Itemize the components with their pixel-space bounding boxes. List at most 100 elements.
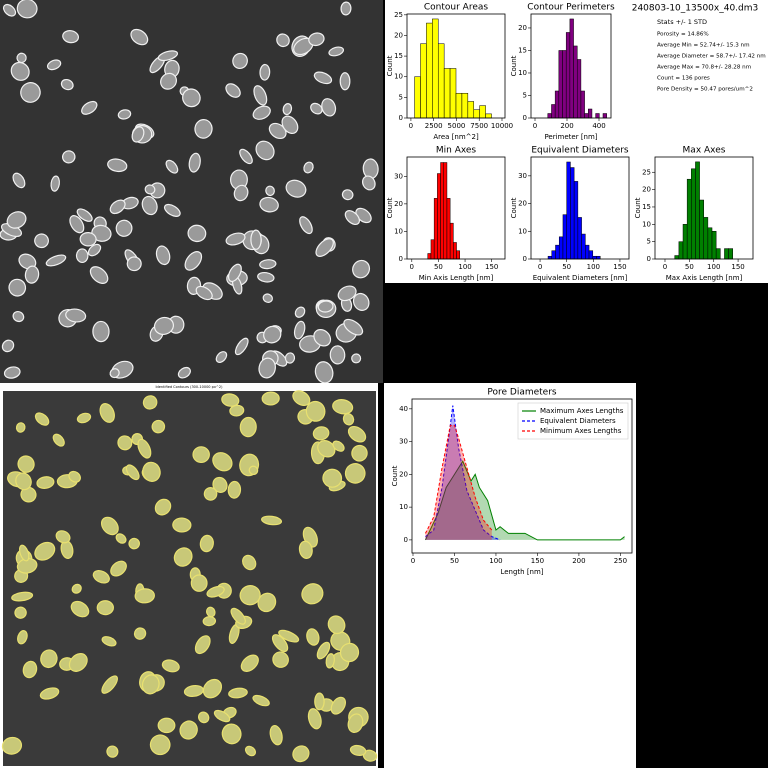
stat-line: Average Max = 70.8+/- 28.28 nm xyxy=(657,65,751,71)
pore xyxy=(22,660,38,679)
stat-line: Average Min = 52.74+/- 15.3 nm xyxy=(657,43,750,49)
x-tick-label: 0 xyxy=(409,122,413,130)
pore xyxy=(128,537,140,550)
pore xyxy=(248,465,259,476)
pore xyxy=(306,628,320,646)
x-tick-label: 200 xyxy=(560,122,573,130)
x-tick-label: 50 xyxy=(434,263,443,271)
bar xyxy=(674,255,680,260)
pore xyxy=(339,72,351,91)
x-axis-label: Max Axis Length [nm] xyxy=(666,274,743,282)
pore xyxy=(197,711,210,724)
pore xyxy=(234,337,249,356)
pore xyxy=(192,446,210,464)
bar xyxy=(555,244,560,260)
y-tick-label: 5 xyxy=(523,91,527,99)
pore xyxy=(68,653,88,672)
pore xyxy=(301,583,324,605)
pore xyxy=(8,278,27,297)
bar xyxy=(584,113,589,119)
plot-frame xyxy=(411,398,633,554)
pore xyxy=(87,243,102,257)
pore xyxy=(322,468,343,488)
file-name: 240803-10_13500x_40.dm3 xyxy=(632,4,759,14)
pore xyxy=(317,300,334,313)
pore xyxy=(182,88,201,108)
x-tick-label: 0 xyxy=(538,263,542,271)
plot-frame xyxy=(530,156,630,260)
y-tick-label: 25 xyxy=(394,11,403,19)
chart-title: Pore Diameters xyxy=(487,388,557,398)
plot-frame xyxy=(406,156,506,260)
pore xyxy=(194,635,211,655)
pore xyxy=(215,351,228,363)
pore xyxy=(258,357,276,379)
pore xyxy=(293,320,306,340)
bar xyxy=(453,242,457,260)
pore xyxy=(107,158,128,173)
chart-title: Contour Areas xyxy=(424,3,489,13)
y-tick-label: 40 xyxy=(399,405,408,413)
pore xyxy=(142,395,158,410)
pore xyxy=(259,196,279,213)
diameter-panel xyxy=(384,383,636,768)
contour-title: Identified Contours (300-10000 px^2) xyxy=(156,385,224,389)
x-tick-label: 100 xyxy=(707,263,720,271)
pore xyxy=(303,161,314,174)
stat-line: Count = 136 pores xyxy=(657,76,710,82)
pore xyxy=(341,189,354,201)
y-tick-label: 20 xyxy=(394,200,403,208)
y-tick-label: 0 xyxy=(404,536,408,544)
pore xyxy=(20,82,41,103)
pore xyxy=(3,366,21,379)
y-tick-label: 10 xyxy=(518,69,527,77)
bar xyxy=(547,113,552,119)
pore xyxy=(244,745,257,757)
legend-box xyxy=(517,402,629,440)
bar xyxy=(427,253,432,260)
x-tick-label: 2500 xyxy=(425,122,443,130)
bar xyxy=(569,18,574,119)
pore xyxy=(314,692,325,711)
pore xyxy=(177,366,191,379)
pore xyxy=(130,28,149,46)
bar xyxy=(449,222,454,260)
pore xyxy=(188,152,201,173)
pore xyxy=(89,266,109,284)
pore xyxy=(137,438,152,459)
pore xyxy=(76,412,92,424)
pore xyxy=(17,630,28,645)
x-tick-label: 7500 xyxy=(470,122,488,130)
pore xyxy=(141,674,160,695)
x-tick-label: 0 xyxy=(663,263,667,271)
pore xyxy=(269,724,283,746)
pore xyxy=(250,229,262,250)
pore xyxy=(328,46,345,57)
pore xyxy=(68,470,81,483)
area-fill xyxy=(425,405,501,540)
x-axis-label: Equivalent Diameters [nm] xyxy=(533,274,628,282)
x-tick-label: 0 xyxy=(411,557,415,565)
bar xyxy=(686,178,692,260)
bar xyxy=(602,113,607,119)
chart-title: Min Axes xyxy=(436,146,477,156)
pore xyxy=(259,63,271,81)
x-tick-label: 150 xyxy=(485,263,498,271)
y-axis-label: Count xyxy=(510,55,518,76)
pore xyxy=(50,175,60,192)
x-tick-label: 0 xyxy=(410,263,414,271)
pore xyxy=(75,248,89,264)
pore xyxy=(292,745,310,763)
bar xyxy=(558,50,563,119)
pore xyxy=(292,390,311,407)
pore xyxy=(15,422,26,433)
y-tick-label: 5 xyxy=(399,93,403,101)
y-tick-label: 15 xyxy=(642,203,651,211)
bar xyxy=(456,250,460,260)
pore xyxy=(228,687,248,699)
pore xyxy=(330,696,347,715)
pore xyxy=(52,433,65,447)
bar xyxy=(420,43,427,119)
plot-frame xyxy=(654,156,754,260)
